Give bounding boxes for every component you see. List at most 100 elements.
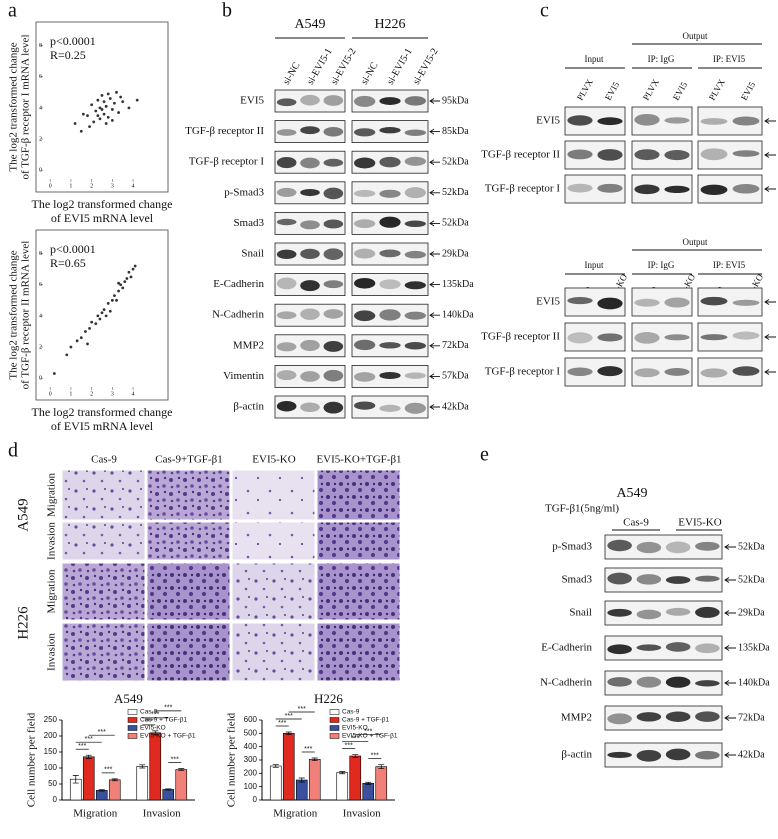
blot-band xyxy=(276,98,297,107)
blot-band xyxy=(634,298,660,307)
arrow xyxy=(429,251,440,257)
blot-box xyxy=(274,89,346,113)
row-label: E-Cadherin xyxy=(541,642,592,654)
blot-band xyxy=(636,749,662,762)
x-axis-label: of EVI5 mRNA level xyxy=(51,211,154,225)
y-axis-label: of TGF-β receptor II mRNA level xyxy=(20,241,32,390)
point xyxy=(88,125,91,128)
point xyxy=(100,94,104,97)
x-tick-label: Migration xyxy=(273,808,317,820)
row-label: TGF-β receptor II xyxy=(185,125,264,137)
blot-band xyxy=(379,371,401,380)
significance-label: *** xyxy=(285,713,293,720)
point xyxy=(115,90,118,94)
bar xyxy=(336,772,349,801)
y-tick-label: 250 xyxy=(44,715,58,724)
blot-band xyxy=(607,572,632,585)
y-tick-label: 0 xyxy=(253,795,258,804)
blot-band xyxy=(404,311,426,320)
y-tick-label: 2 xyxy=(39,344,42,350)
error-bar xyxy=(365,781,372,785)
size-label: 52kDa xyxy=(738,574,765,585)
blot-box xyxy=(631,322,693,352)
blot-box xyxy=(274,395,346,419)
point xyxy=(94,109,98,113)
blot-band xyxy=(379,249,401,258)
blot-band xyxy=(354,310,376,322)
chart-title: A549 xyxy=(114,691,143,706)
blot-band xyxy=(664,297,690,308)
blot-band xyxy=(665,676,691,688)
significance-label: *** xyxy=(104,767,112,774)
micrograph xyxy=(146,622,231,682)
point xyxy=(98,317,102,321)
y-tick-label: 50 xyxy=(48,779,57,788)
bar xyxy=(282,733,295,801)
blot-band xyxy=(404,402,426,414)
point xyxy=(65,353,69,357)
point xyxy=(106,115,110,119)
significance-label: *** xyxy=(98,729,106,736)
error-bar xyxy=(178,768,185,771)
label: A549 xyxy=(294,17,325,32)
point xyxy=(98,117,102,121)
blot-band xyxy=(695,643,720,654)
blot-band xyxy=(323,248,344,260)
significance-label: *** xyxy=(151,712,159,719)
lane-label: si-NC xyxy=(281,60,303,86)
blot-band xyxy=(636,541,662,554)
significance-label: *** xyxy=(78,743,86,750)
label: IP: EVI5 xyxy=(713,54,746,64)
blot-band xyxy=(323,187,344,200)
row-label: TGF-β receptor II xyxy=(481,331,560,343)
point xyxy=(81,112,85,116)
error-bar xyxy=(98,789,105,792)
arrow xyxy=(764,152,776,158)
point xyxy=(117,111,120,114)
blot-band xyxy=(665,748,691,761)
panel-label: b xyxy=(222,0,232,22)
blot-band xyxy=(354,189,376,197)
micrograph xyxy=(146,521,231,561)
micrograph xyxy=(316,622,401,682)
blot-band xyxy=(597,149,623,161)
blot-band xyxy=(404,96,426,106)
point xyxy=(108,97,112,100)
row-label: TGF-β receptor I xyxy=(485,183,561,195)
blot-band xyxy=(567,332,593,344)
lane-label: EVI5 xyxy=(739,80,758,102)
blot-band xyxy=(597,297,623,310)
point xyxy=(127,270,131,274)
label: EVI5-KO xyxy=(678,517,721,529)
blot-band xyxy=(404,250,426,259)
arrow xyxy=(764,118,776,124)
blot-band xyxy=(607,644,632,655)
x-tick-label: 0 xyxy=(49,391,52,397)
blot-band xyxy=(597,183,623,193)
y-axis-label: The log2 transformed change xyxy=(8,250,20,379)
point xyxy=(86,114,89,118)
arrow xyxy=(429,342,440,349)
blot-band xyxy=(695,606,720,618)
point xyxy=(125,277,129,280)
label: Input xyxy=(585,54,604,64)
arrow xyxy=(724,715,736,721)
x-tick-label: Invasion xyxy=(343,808,381,820)
point xyxy=(104,122,108,125)
size-label: 52kDa xyxy=(738,541,765,552)
point xyxy=(129,275,133,279)
blot-band xyxy=(404,129,426,136)
arrow xyxy=(429,373,440,380)
point xyxy=(86,342,89,346)
bar xyxy=(308,759,321,801)
row-label: Vimentin xyxy=(223,370,264,382)
row-label: N-Cadherin xyxy=(540,677,592,689)
y-tick-label: 4 xyxy=(39,105,42,111)
micrograph xyxy=(61,622,146,682)
label: Output xyxy=(682,31,708,41)
bar xyxy=(349,755,362,801)
significance-label: *** xyxy=(364,729,372,736)
label: H226 xyxy=(374,17,405,32)
blot-band xyxy=(379,216,401,228)
